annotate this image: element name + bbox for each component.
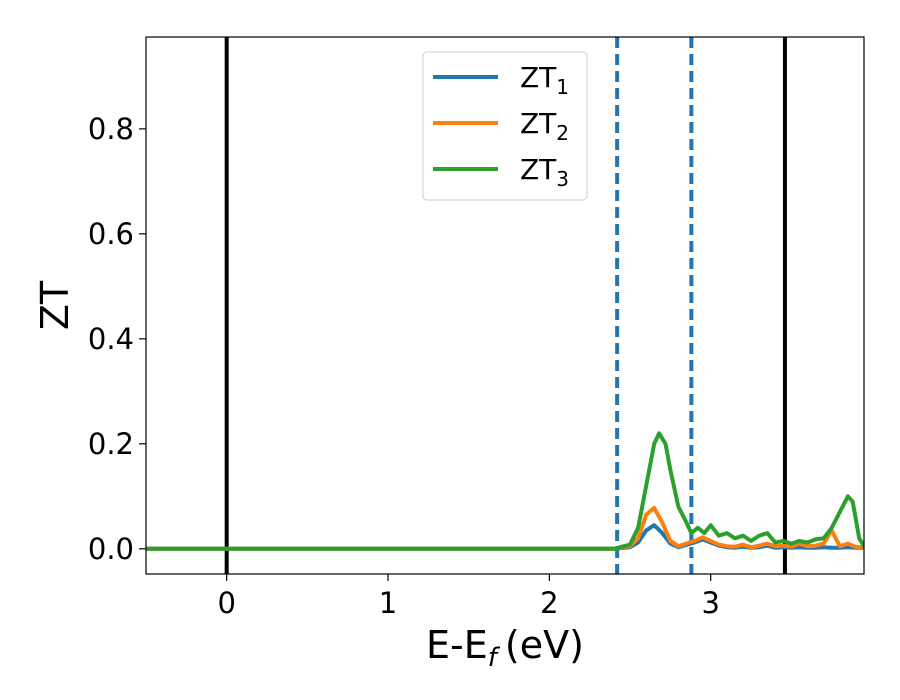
reference-lines	[224, 37, 787, 574]
x-axis-label: E-Ef (eV)	[426, 623, 584, 673]
x-axis-label-unit: (eV)	[505, 623, 584, 667]
x-tick-label: 2	[540, 586, 558, 620]
series-line-2	[146, 505, 864, 551]
legend-box	[422, 51, 588, 201]
y-tick-label: 0.2	[88, 427, 134, 461]
plot-frame	[145, 36, 865, 575]
x-axis-label-main: E-E	[426, 623, 488, 667]
x-axis: 0 1 2 3	[217, 574, 720, 620]
y-axis-label: ZT	[33, 280, 77, 330]
x-tick-label: 0	[217, 586, 235, 620]
x-axis-label-sub: f	[488, 643, 501, 673]
x-tick-label: 3	[701, 586, 719, 620]
series-line-3	[146, 431, 864, 551]
y-tick-label: 0.0	[88, 532, 134, 566]
legend-label-1: ZT1	[520, 61, 569, 99]
legend-label-3: ZT3	[520, 153, 569, 191]
y-tick-label: 0.6	[88, 217, 134, 251]
y-axis: 0.0 0.2 0.4 0.6 0.8	[88, 112, 146, 566]
y-tick-label: 0.4	[88, 322, 134, 356]
x-tick-label: 1	[379, 586, 397, 620]
y-tick-label: 0.8	[88, 112, 134, 146]
series-lines	[146, 431, 864, 551]
legend-label-2: ZT2	[520, 107, 569, 145]
legend: ZT1 ZT2 ZT3	[422, 51, 588, 201]
